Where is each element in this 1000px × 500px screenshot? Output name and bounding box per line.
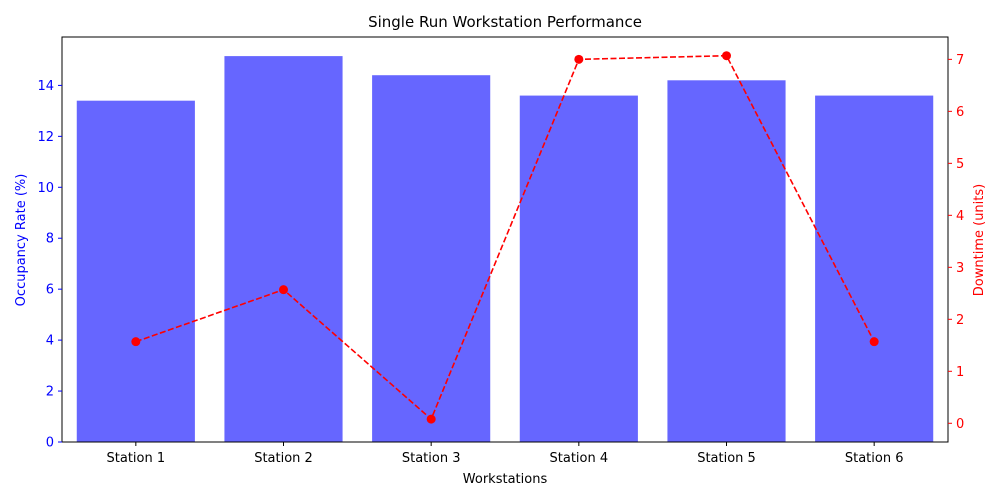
downtime-point-1 bbox=[131, 337, 141, 347]
y-right-tick-label: 3 bbox=[956, 261, 964, 276]
bar-4 bbox=[519, 95, 638, 443]
downtime-line bbox=[135, 54, 875, 421]
y-left-tick-label: 0 bbox=[46, 436, 54, 451]
y-left-tick-label: 14 bbox=[37, 79, 54, 94]
y-left-tick-label: 12 bbox=[37, 130, 54, 145]
y-right-tick-label: 0 bbox=[956, 417, 964, 432]
x-tick-label: Station 5 bbox=[697, 451, 756, 466]
x-axis-title: Workstations bbox=[463, 472, 548, 487]
bars-layer bbox=[76, 56, 934, 443]
y-right-tick-label: 2 bbox=[956, 313, 964, 328]
y-right-tick-label: 6 bbox=[956, 105, 964, 120]
x-tick-label: Station 2 bbox=[254, 451, 313, 466]
y-axis-right-title: Downtime (units) bbox=[972, 184, 987, 296]
y-axis-right: 0 1 2 3 4 5 6 7 bbox=[948, 53, 964, 432]
line-layer bbox=[131, 51, 879, 424]
bar-3 bbox=[372, 75, 491, 442]
y-left-tick-label: 6 bbox=[46, 283, 54, 298]
y-right-tick-label: 5 bbox=[956, 157, 964, 172]
downtime-point-3 bbox=[426, 414, 436, 424]
chart-title: Single Run Workstation Performance bbox=[368, 13, 642, 31]
y-left-tick-label: 4 bbox=[46, 334, 54, 349]
y-left-tick-label: 2 bbox=[46, 385, 54, 400]
bar-5 bbox=[667, 80, 786, 443]
y-left-tick-label: 8 bbox=[46, 232, 54, 247]
bar-2 bbox=[224, 56, 343, 443]
y-axis-left-title: Occupancy Rate (%) bbox=[14, 174, 29, 307]
downtime-point-4 bbox=[574, 54, 584, 64]
downtime-point-2 bbox=[279, 285, 288, 295]
plot-frame bbox=[61, 36, 949, 443]
x-tick-label: Station 4 bbox=[550, 451, 609, 466]
bar-1 bbox=[76, 100, 195, 442]
y-right-tick-label: 4 bbox=[956, 209, 964, 224]
x-axis: Station 1 Station 2 Station 3 Station 4 Stat… bbox=[107, 442, 904, 466]
bar-6 bbox=[815, 95, 934, 443]
y-left-tick-label: 10 bbox=[37, 181, 54, 196]
x-tick-label: Station 3 bbox=[402, 451, 461, 466]
downtime-point-5 bbox=[722, 51, 731, 61]
y-right-tick-label: 1 bbox=[956, 365, 964, 380]
x-tick-label: Station 1 bbox=[107, 451, 166, 466]
y-right-tick-label: 7 bbox=[956, 53, 964, 68]
x-tick-label: Station 6 bbox=[845, 451, 904, 466]
downtime-point-6 bbox=[869, 337, 879, 347]
y-axis-left: 0 2 4 6 8 10 12 14 bbox=[37, 79, 62, 451]
